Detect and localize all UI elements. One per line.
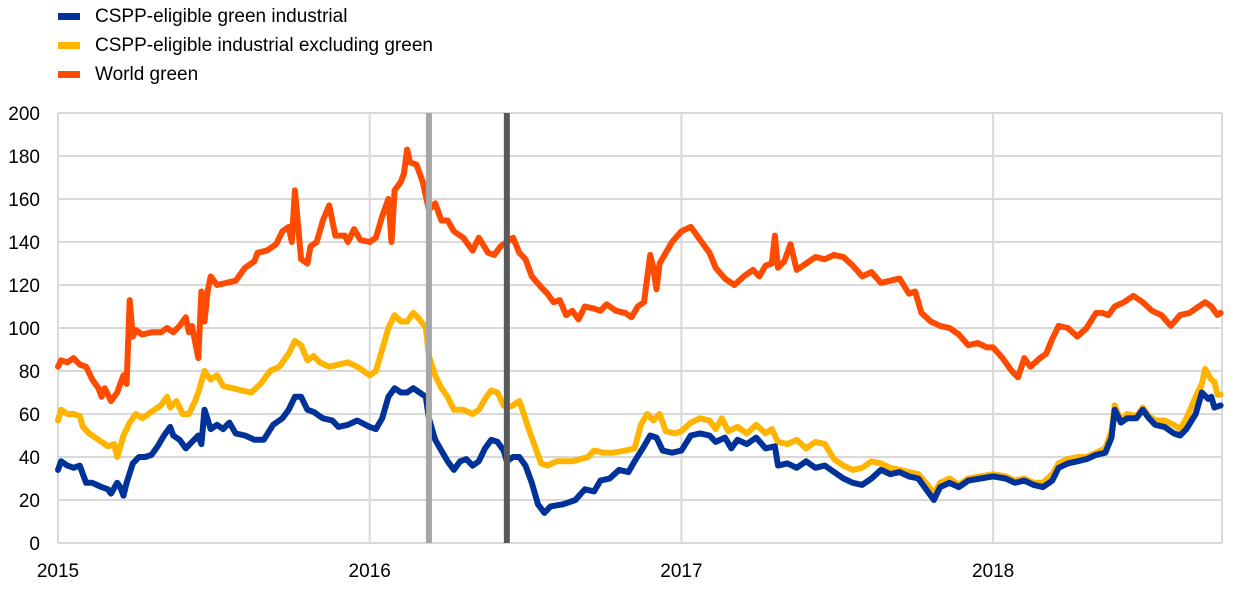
x-axis-ticks: 2015 2016 2017 2018 xyxy=(37,561,1014,582)
legend-label: World green xyxy=(95,63,199,85)
legend-swatch xyxy=(58,42,80,49)
y-tick-label: 80 xyxy=(19,362,40,383)
y-tick-label: 200 xyxy=(8,104,40,125)
y-tick-label: 40 xyxy=(19,448,40,469)
y-tick-label: 140 xyxy=(8,233,40,254)
x-tick-label: 2015 xyxy=(37,561,79,582)
legend-swatch xyxy=(58,13,80,20)
legend-label: CSPP-eligible green industrial xyxy=(95,5,348,27)
y-tick-label: 100 xyxy=(8,319,40,340)
y-tick-label: 60 xyxy=(19,405,40,426)
legend-label: CSPP-eligible industrial excluding green xyxy=(95,34,433,56)
vertical-markers xyxy=(425,113,510,543)
legend: CSPP-eligible green industrial CSPP-elig… xyxy=(58,2,433,89)
x-tick-label: 2018 xyxy=(972,561,1014,582)
legend-swatch xyxy=(58,71,80,78)
series-line-0 xyxy=(55,385,1224,516)
x-tick-label: 2016 xyxy=(349,561,391,582)
legend-item-green-industrial: CSPP-eligible green industrial xyxy=(58,2,433,31)
y-tick-label: 0 xyxy=(29,534,40,555)
series-line-2 xyxy=(55,146,1224,405)
legend-item-industrial-excluding-green: CSPP-eligible industrial excluding green xyxy=(58,31,433,60)
legend-item-world-green: World green xyxy=(58,60,433,89)
gridlines xyxy=(57,112,1223,544)
y-tick-label: 160 xyxy=(8,190,40,211)
series-lines xyxy=(55,146,1224,516)
y-tick-label: 180 xyxy=(8,147,40,168)
series-line-1 xyxy=(55,309,1224,497)
y-axis-ticks: 0 20 40 60 80 100 120 140 160 180 200 xyxy=(8,104,40,555)
y-tick-label: 20 xyxy=(19,491,40,512)
x-tick-label: 2017 xyxy=(660,561,702,582)
y-tick-label: 120 xyxy=(8,276,40,297)
